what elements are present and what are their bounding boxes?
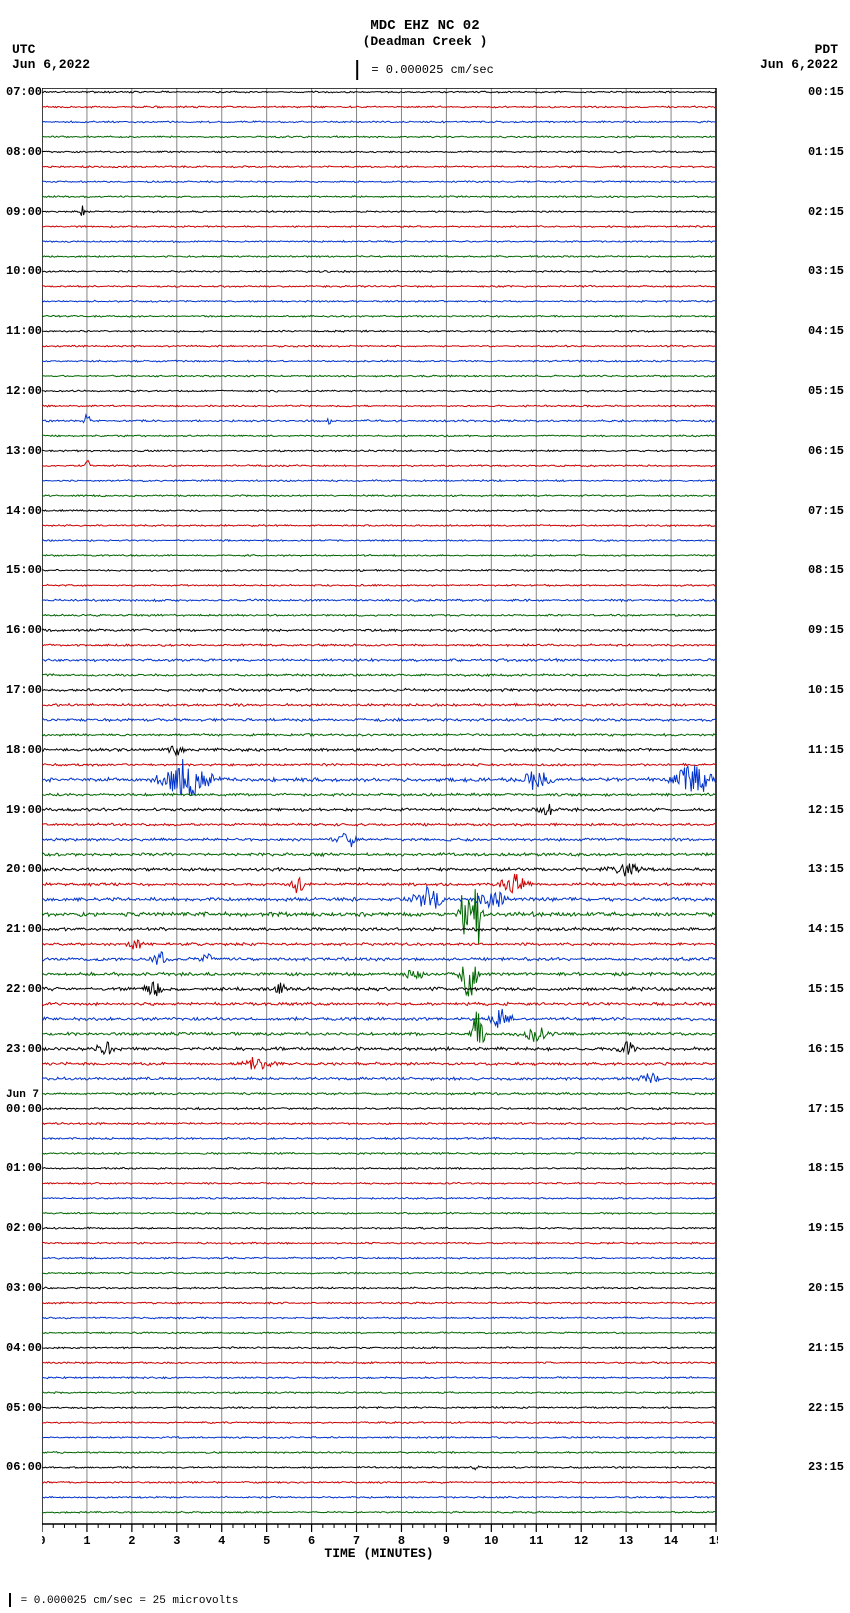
footer-mark-icon	[9, 1593, 11, 1607]
footer-calibration: = 0.000025 cm/sec = 25 microvolts	[6, 1593, 238, 1607]
svg-text:10: 10	[484, 1534, 498, 1548]
station-name: (Deadman Creek )	[0, 34, 850, 49]
left-hour-label: 16:00	[6, 623, 42, 637]
tz-right-date: Jun 6,2022	[760, 57, 838, 72]
svg-text:2: 2	[128, 1534, 135, 1548]
right-hour-label: 11:15	[808, 743, 844, 757]
left-hour-label: 20:00	[6, 862, 42, 876]
right-hour-label: 01:15	[808, 145, 844, 159]
right-hour-label: 05:15	[808, 384, 844, 398]
svg-text:13: 13	[619, 1534, 633, 1548]
right-hour-label: 19:15	[808, 1221, 844, 1235]
right-hour-label: 07:15	[808, 504, 844, 518]
left-hour-label: 14:00	[6, 504, 42, 518]
left-hour-label: 15:00	[6, 563, 42, 577]
right-hour-label: 17:15	[808, 1102, 844, 1116]
right-hour-label: 22:15	[808, 1401, 844, 1415]
footer-text: = 0.000025 cm/sec = 25 microvolts	[21, 1595, 239, 1607]
right-hour-label: 14:15	[808, 922, 844, 936]
svg-text:6: 6	[308, 1534, 315, 1548]
right-hour-label: 00:15	[808, 85, 844, 99]
right-hour-label: 23:15	[808, 1460, 844, 1474]
right-hour-label: 16:15	[808, 1042, 844, 1056]
left-day-marker: Jun 7	[6, 1089, 39, 1101]
svg-text:11: 11	[529, 1534, 543, 1548]
right-hour-label: 02:15	[808, 205, 844, 219]
left-hour-label: 21:00	[6, 922, 42, 936]
svg-text:1: 1	[83, 1534, 90, 1548]
tz-left-label: UTC	[12, 42, 35, 57]
left-hour-label: 04:00	[6, 1341, 42, 1355]
x-axis-label: TIME (MINUTES)	[324, 1546, 433, 1561]
left-hour-label: 05:00	[6, 1401, 42, 1415]
left-hour-label: 08:00	[6, 145, 42, 159]
right-hour-label: 18:15	[808, 1161, 844, 1175]
right-hour-label: 21:15	[808, 1341, 844, 1355]
timezone-left: UTC Jun 6,2022	[12, 42, 90, 72]
left-hour-label: 09:00	[6, 205, 42, 219]
left-hour-label: 19:00	[6, 803, 42, 817]
right-hour-label: 06:15	[808, 444, 844, 458]
seismogram-page: MDC EHZ NC 02 (Deadman Creek ) = 0.00002…	[0, 0, 850, 1613]
right-hour-label: 13:15	[808, 862, 844, 876]
svg-text:15: 15	[709, 1534, 718, 1548]
svg-text:4: 4	[218, 1534, 225, 1548]
svg-text:12: 12	[574, 1534, 588, 1548]
right-hour-label: 20:15	[808, 1281, 844, 1295]
left-hour-label: 23:00	[6, 1042, 42, 1056]
right-hour-label: 08:15	[808, 563, 844, 577]
right-hour-label: 12:15	[808, 803, 844, 817]
left-hour-label: 10:00	[6, 264, 42, 278]
left-hour-label: 00:00	[6, 1102, 42, 1116]
left-hour-label: 07:00	[6, 85, 42, 99]
right-hour-label: 10:15	[808, 683, 844, 697]
right-hour-label: 04:15	[808, 324, 844, 338]
svg-text:0: 0	[42, 1534, 46, 1548]
svg-text:9: 9	[443, 1534, 450, 1548]
left-hour-label: 06:00	[6, 1460, 42, 1474]
left-hour-label: 17:00	[6, 683, 42, 697]
calibration-text: = 0.000025 cm/sec	[371, 63, 493, 77]
tz-left-date: Jun 6,2022	[12, 57, 90, 72]
left-hour-label: 18:00	[6, 743, 42, 757]
header: MDC EHZ NC 02 (Deadman Creek )	[0, 18, 850, 49]
right-hour-label: 03:15	[808, 264, 844, 278]
right-hour-label: 15:15	[808, 982, 844, 996]
right-hour-label: 09:15	[808, 623, 844, 637]
station-code: MDC EHZ NC 02	[370, 18, 479, 34]
left-hour-label: 03:00	[6, 1281, 42, 1295]
svg-text:14: 14	[664, 1534, 678, 1548]
svg-text:5: 5	[263, 1534, 270, 1548]
left-hour-label: 12:00	[6, 384, 42, 398]
calibration-mark-icon	[356, 60, 358, 80]
left-hour-label: 22:00	[6, 982, 42, 996]
tz-right-label: PDT	[815, 42, 838, 57]
left-hour-label: 02:00	[6, 1221, 42, 1235]
left-hour-label: 13:00	[6, 444, 42, 458]
calibration-bar: = 0.000025 cm/sec	[356, 60, 494, 80]
left-hour-label: 11:00	[6, 324, 42, 338]
timezone-right: PDT Jun 6,2022	[760, 42, 838, 72]
svg-text:3: 3	[173, 1534, 180, 1548]
seismogram-plot: 0123456789101112131415TIME (MINUTES)	[42, 88, 718, 1562]
left-hour-label: 01:00	[6, 1161, 42, 1175]
